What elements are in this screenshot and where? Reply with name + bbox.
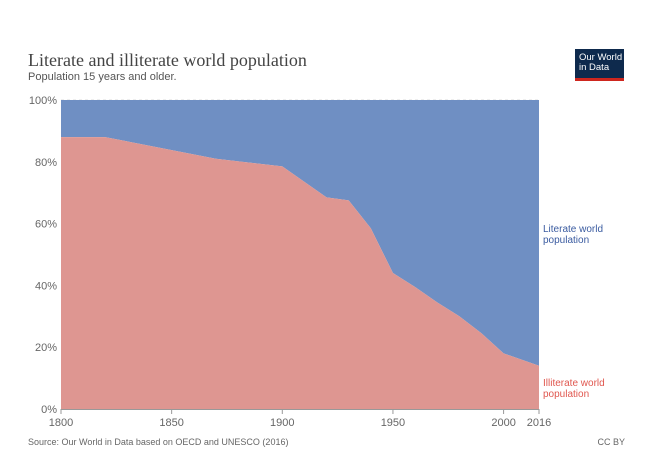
illiterate-series-label-line: Illiterate world (543, 378, 605, 389)
chart-subtitle: Population 15 years and older. (28, 71, 177, 83)
y-tick-label: 60% (35, 219, 57, 231)
literate-area (61, 100, 539, 366)
y-tick-label: 40% (35, 280, 57, 292)
x-tick-label: 1950 (381, 417, 405, 429)
x-tick-label: 1800 (49, 417, 73, 429)
x-tick-label: 1900 (270, 417, 294, 429)
x-tick-label: 1850 (159, 417, 183, 429)
y-tick-label: 80% (35, 157, 57, 169)
x-tick-label: 2000 (491, 417, 515, 429)
literate-series-label: Literate world population (543, 224, 603, 246)
license-label[interactable]: CC BY (597, 437, 625, 447)
literate-series-label-line: population (543, 235, 589, 246)
logo-line-1: Our World (579, 52, 623, 63)
illiterate-series-label: Illiterate world population (543, 378, 605, 400)
x-tick-label: 2016 (527, 417, 551, 429)
y-tick-label: 20% (35, 342, 57, 354)
owid-logo[interactable]: Our World in Data (575, 49, 624, 81)
logo-line-2: in Data (579, 62, 610, 73)
literate-series-label-line: Literate world (543, 224, 603, 235)
y-tick-label: 0% (41, 404, 57, 416)
chart-title: Literate and illiterate world population (28, 50, 307, 70)
source-note: Source: Our World in Data based on OECD … (28, 437, 289, 447)
illiterate-series-label-line: population (543, 389, 589, 400)
illiterate-area (61, 137, 539, 409)
y-tick-label: 100% (29, 95, 57, 107)
